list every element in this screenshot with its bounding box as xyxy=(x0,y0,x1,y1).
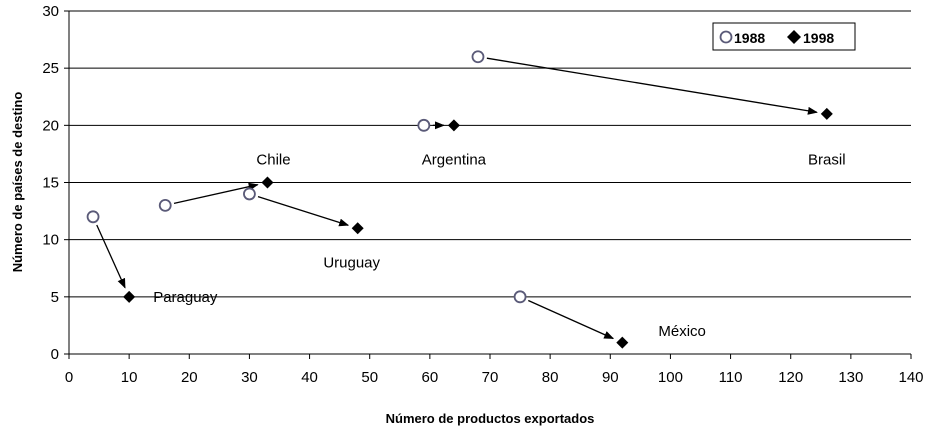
legend-marker-1998 xyxy=(787,30,801,44)
x-tick-label: 80 xyxy=(542,369,559,386)
x-tick-label: 20 xyxy=(181,369,198,386)
point-1988-uruguay xyxy=(243,187,256,201)
y-tick-label: 25 xyxy=(42,60,59,77)
arrow-méxico xyxy=(528,299,615,340)
legend-label-1988: 1988 xyxy=(734,30,765,46)
y-tick-label: 5 xyxy=(51,289,59,306)
x-tick-label: 40 xyxy=(301,369,318,386)
point-1998-uruguay xyxy=(351,222,364,235)
point-1988-argentina xyxy=(417,118,431,132)
point-1998-argentina xyxy=(447,119,460,132)
country-label-argentina: Argentina xyxy=(422,152,487,169)
axes: 0 5 10 15 20 25 30 0 10 20 30 40 50 60 70 80 90 100 110 120… xyxy=(42,3,923,386)
point-1998-brasil xyxy=(820,107,833,120)
point-1998-paraguay xyxy=(123,290,136,303)
x-tick-label: 120 xyxy=(778,369,803,386)
x-tick-label: 30 xyxy=(241,369,258,386)
x-tick-label: 130 xyxy=(838,369,863,386)
point-1988-brasil xyxy=(471,50,485,64)
country-labels: Paraguay Chile Uruguay Argentina Brasil Méxic… xyxy=(153,152,845,341)
country-label-paraguay: Paraguay xyxy=(153,289,218,306)
arrow-paraguay xyxy=(96,224,126,289)
legend-box xyxy=(712,22,856,51)
x-tick-label: 70 xyxy=(482,369,499,386)
y-tick-label: 10 xyxy=(42,232,59,249)
data-points xyxy=(86,50,833,349)
x-tick-label: 10 xyxy=(121,369,138,386)
point-1988-paraguay xyxy=(86,210,100,224)
arrow-brasil xyxy=(486,57,818,115)
country-label-uruguay: Uruguay xyxy=(323,255,380,272)
arrow-uruguay xyxy=(257,196,350,227)
y-tick-label: 0 xyxy=(51,346,59,363)
y-tick-label: 20 xyxy=(42,117,59,134)
point-1988-méxico xyxy=(513,290,527,304)
x-tick-label: 110 xyxy=(719,369,743,386)
legend: 1988 1998 xyxy=(712,22,856,51)
x-axis-title: Número de productos exportados xyxy=(386,411,595,426)
point-1998-chile xyxy=(261,176,274,189)
x-tick-label: 50 xyxy=(361,369,378,386)
y-tick-label: 30 xyxy=(42,3,59,20)
country-label-brasil: Brasil xyxy=(808,152,846,169)
y-tick-label: 15 xyxy=(42,175,59,192)
movement-arrows xyxy=(96,57,818,340)
legend-marker-1988 xyxy=(719,30,733,44)
y-axis-title: Número de países de destino xyxy=(10,92,25,273)
point-1988-chile xyxy=(158,198,172,212)
x-tick-label: 90 xyxy=(602,369,619,386)
x-tick-label: 60 xyxy=(422,369,439,386)
x-tick-label: 0 xyxy=(65,369,73,386)
legend-label-1998: 1998 xyxy=(803,30,834,46)
point-1998-méxico xyxy=(616,336,629,349)
arrow-chile xyxy=(173,182,259,205)
x-tick-label: 100 xyxy=(658,369,683,386)
country-label-méxico: México xyxy=(658,323,706,340)
gridlines xyxy=(69,10,911,298)
x-tick-label: 140 xyxy=(898,369,923,386)
country-label-chile: Chile xyxy=(256,152,290,169)
